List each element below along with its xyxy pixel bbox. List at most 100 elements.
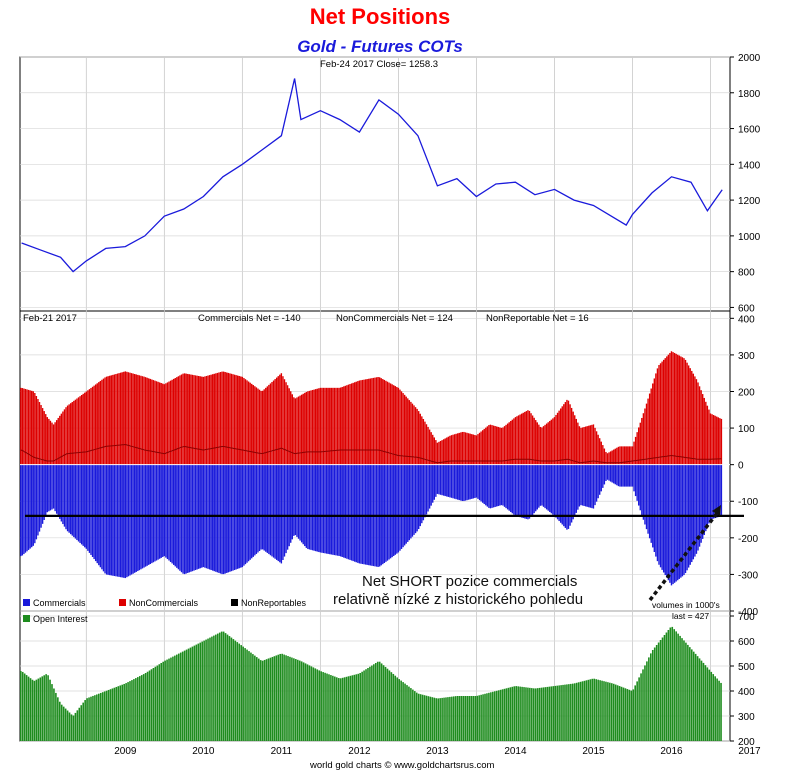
- commercials-bar: [513, 464, 515, 515]
- noncommercials-bar: [70, 403, 72, 465]
- open-interest-bar: [583, 680, 586, 741]
- noncommercials-bar: [667, 354, 670, 465]
- y-tick-label: 1000: [738, 232, 761, 243]
- noncommercials-bar: [238, 375, 240, 465]
- open-interest-bar: [230, 637, 233, 741]
- noncommercials-bar: [62, 411, 64, 465]
- open-interest-bar: [105, 690, 108, 741]
- noncommercials-bar: [435, 440, 437, 465]
- commercials-bar: [453, 464, 456, 499]
- open-interest-bar: [261, 660, 264, 741]
- commercials-bar: [354, 464, 356, 562]
- noncommercials-bar: [357, 381, 359, 465]
- open-interest-bar: [234, 640, 237, 741]
- commercials-bar: [421, 464, 423, 524]
- noncommercials-bar: [631, 446, 634, 465]
- y-tick-label: 400: [738, 314, 755, 325]
- open-interest-bar: [242, 646, 244, 741]
- open-interest-bar: [529, 687, 531, 741]
- y-tick-label: 500: [738, 662, 755, 673]
- commercials-bar: [21, 464, 24, 556]
- noncommercials-bar: [77, 397, 80, 465]
- commercials-bar: [308, 464, 311, 550]
- noncommercials-bar: [595, 431, 598, 465]
- open-interest-bar: [587, 679, 590, 741]
- open-interest-bar: [503, 688, 506, 741]
- nonreportables-line: [20, 443, 722, 464]
- commercials-bar: [689, 464, 691, 565]
- commercials-bar: [452, 464, 454, 499]
- commercials-bar: [24, 464, 27, 553]
- open-interest-bar: [404, 683, 406, 741]
- noncommercials-bar: [141, 376, 144, 465]
- noncommercials-bar: [193, 375, 195, 465]
- commercials-bar: [137, 464, 139, 572]
- noncommercials-bar: [623, 446, 626, 465]
- commercials-bar: [389, 464, 392, 559]
- noncommercials-bar: [177, 376, 180, 465]
- open-interest-bar: [534, 688, 537, 741]
- open-interest-bar: [398, 679, 400, 741]
- noncommercials-bar: [105, 376, 108, 465]
- open-interest-bar: [692, 651, 695, 741]
- open-interest-bar: [355, 674, 358, 741]
- noncommercials-bar: [683, 358, 685, 465]
- open-interest-bar: [359, 673, 361, 741]
- commercials-bar: [403, 464, 406, 546]
- noncommercials-bar: [402, 393, 404, 465]
- commercials-bar: [658, 464, 660, 565]
- commercials-bar: [530, 464, 532, 517]
- commercials-bar: [26, 464, 28, 552]
- open-interest-bar: [293, 658, 295, 741]
- commercials-bar: [138, 464, 141, 571]
- noncommercials-bar: [168, 381, 170, 465]
- noncommercials-bar: [421, 416, 423, 465]
- noncommercials-bar: [110, 375, 112, 465]
- noncommercials-bar: [714, 415, 716, 465]
- open-interest-bar: [410, 688, 412, 741]
- open-interest-bar: [577, 682, 580, 741]
- noncommercials-bar: [680, 356, 682, 465]
- price-panel-frame: [19, 56, 731, 312]
- noncommercials-bar: [653, 378, 656, 465]
- commercials-bar: [712, 464, 715, 519]
- commercials-bar: [339, 464, 342, 557]
- noncommercials-series: [20, 351, 723, 465]
- commercials-bar: [653, 464, 656, 553]
- commercials-bar: [444, 464, 446, 497]
- open-interest-bar: [273, 656, 276, 741]
- commercials-bar: [27, 464, 30, 550]
- noncommercials-bar: [305, 391, 308, 465]
- commercials-bar: [433, 464, 435, 500]
- noncommercials-bar: [90, 387, 92, 465]
- commercials-bar: [57, 464, 59, 517]
- noncommercials-bar: [720, 418, 723, 465]
- commercials-bar: [533, 464, 535, 514]
- commercials-bar: [191, 464, 194, 572]
- noncommercials-bar: [158, 382, 161, 465]
- noncommercials-bar: [173, 378, 175, 465]
- noncommercials-bar: [497, 426, 499, 465]
- open-interest-bar: [497, 690, 500, 741]
- open-interest-bar: [33, 680, 36, 741]
- open-interest-bar: [269, 657, 272, 741]
- open-interest-bar: [363, 670, 365, 741]
- noncommercials-bar: [481, 430, 484, 465]
- commercials-bar: [130, 464, 133, 575]
- open-interest-bar: [650, 653, 652, 741]
- noncommercials-bar: [133, 374, 136, 465]
- commercials-bar: [247, 464, 250, 562]
- noncommercials-bar: [354, 382, 356, 465]
- noncommercials-bar: [335, 387, 337, 465]
- noncommercials-bar: [442, 439, 445, 465]
- noncommercials-bar: [366, 379, 368, 465]
- open-interest-bar: [189, 647, 192, 741]
- commercials-bar: [43, 464, 45, 520]
- net-header-date: Feb-21 2017: [23, 313, 77, 324]
- noncommercials-bar: [20, 387, 22, 465]
- noncommercials-bar: [107, 376, 109, 465]
- commercials-bar: [116, 464, 119, 577]
- commercials-bar: [102, 464, 105, 572]
- noncommercials-bar: [692, 373, 695, 465]
- noncommercials-bar: [304, 392, 306, 465]
